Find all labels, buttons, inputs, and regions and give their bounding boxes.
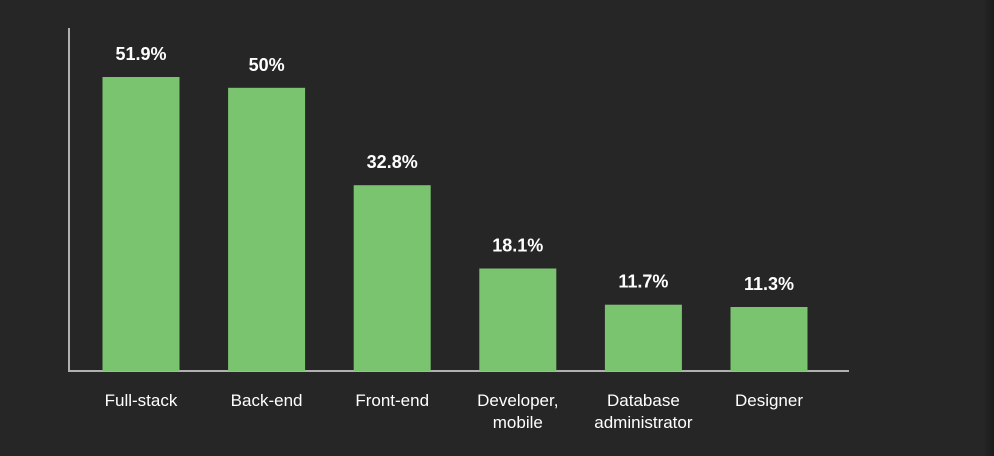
bar (730, 307, 808, 371)
data-label: 32.8% (367, 152, 418, 172)
data-label: 50% (249, 55, 285, 75)
bar (353, 185, 431, 371)
data-label: 18.1% (492, 236, 543, 256)
x-tick-label: Developer, (477, 391, 558, 410)
bar (479, 268, 557, 371)
x-tick-label: Full-stack (105, 391, 178, 410)
bar (228, 87, 306, 372)
x-tick-label: Front-end (355, 391, 429, 410)
data-label: 11.3% (744, 274, 794, 294)
x-tick-label: Back-end (231, 391, 303, 410)
data-label: 11.7% (618, 272, 668, 292)
window-edge-shadow (984, 0, 994, 456)
x-tick-label: administrator (594, 413, 693, 432)
bar (102, 77, 180, 371)
x-tick-label: Database (607, 391, 680, 410)
x-tick-label: mobile (493, 413, 543, 432)
x-tick-label: Designer (735, 391, 803, 410)
bar (604, 304, 682, 371)
data-label: 51.9% (115, 44, 166, 64)
